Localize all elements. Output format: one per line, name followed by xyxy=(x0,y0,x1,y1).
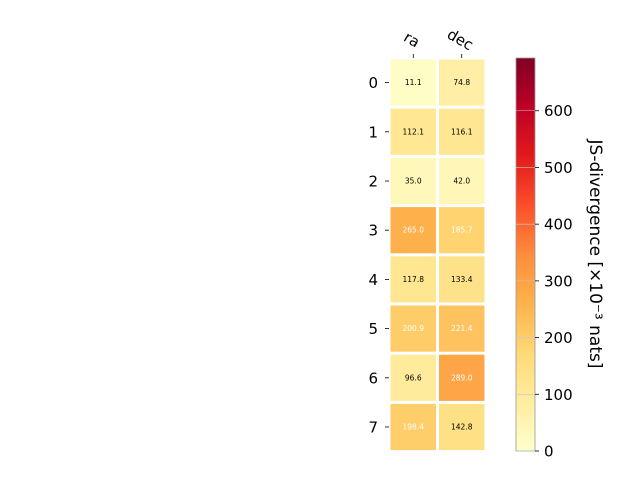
cell-value-label: 198.4 xyxy=(403,423,425,432)
cell-value-label: 42.0 xyxy=(453,177,470,186)
x-tick-label: dec xyxy=(444,25,476,54)
cell-value-label: 221.4 xyxy=(451,324,473,333)
colorbar-label: JS-divergence [×10⁻³ nats] xyxy=(585,139,605,369)
colorbar-gradient xyxy=(515,57,536,452)
cell-value-label: 142.8 xyxy=(451,423,473,432)
colorbar-tick-label: 600 xyxy=(544,102,573,120)
cell-value-label: 265.0 xyxy=(403,226,425,235)
heatmap-cell xyxy=(390,354,436,401)
y-tick-label: 0 xyxy=(368,74,378,92)
heatmap-grid: 11.1 74.8 112.1 116.1 35.0 42.0 265.0 185.7 117.… xyxy=(390,59,485,451)
colorbar-ticks: 0 100 200 300 400 500 600 xyxy=(516,102,573,461)
cell-value-label: 11.1 xyxy=(405,78,422,87)
cell-value-label: 117.8 xyxy=(403,275,425,284)
heatmap-cell xyxy=(439,256,485,303)
cell-value-label: 200.9 xyxy=(403,324,425,333)
heatmap-cell xyxy=(439,59,485,106)
heatmap-cell xyxy=(390,403,436,451)
colorbar-tick-label: 0 xyxy=(544,443,554,461)
heatmap-cell xyxy=(390,256,436,303)
cell-value-label: 185.7 xyxy=(451,226,473,235)
cell-value-label: 74.8 xyxy=(453,78,470,87)
y-tick-label: 6 xyxy=(368,369,378,387)
heatmap-cell xyxy=(390,59,436,106)
heatmap-cell xyxy=(439,108,485,155)
y-tick-label: 2 xyxy=(368,173,378,191)
heatmap-cell xyxy=(439,354,485,401)
y-tick-label: 1 xyxy=(368,123,378,141)
heatmap-cell xyxy=(390,305,436,352)
heatmap-cell xyxy=(439,207,485,254)
heatmap-cell xyxy=(439,403,485,451)
cell-value-label: 35.0 xyxy=(405,177,422,186)
heatmap-cell xyxy=(390,157,436,205)
heatmap-cell xyxy=(390,207,436,254)
heatmap-cell xyxy=(439,157,485,205)
colorbar-tick-label: 400 xyxy=(544,216,573,234)
colorbar-tick-label: 500 xyxy=(544,159,573,177)
cell-value-label: 96.6 xyxy=(405,373,422,382)
heatmap-cell xyxy=(390,108,436,155)
cell-value-label: 116.1 xyxy=(451,127,473,136)
x-axis: ra dec xyxy=(401,25,476,58)
cell-value-label: 133.4 xyxy=(451,275,473,284)
cell-value-label: 112.1 xyxy=(403,127,425,136)
y-axis: 0 1 2 3 4 5 6 7 xyxy=(368,74,389,437)
colorbar-tick-label: 100 xyxy=(544,386,573,404)
colorbar-tick-label: 200 xyxy=(544,329,573,347)
heatmap-cell xyxy=(439,305,485,352)
y-tick-label: 7 xyxy=(368,419,378,437)
y-tick-label: 5 xyxy=(368,320,378,338)
y-tick-label: 4 xyxy=(368,271,378,289)
x-tick-label: ra xyxy=(401,28,423,51)
colorbar xyxy=(515,57,536,452)
y-tick-label: 3 xyxy=(368,222,378,240)
cell-value-label: 289.0 xyxy=(451,373,473,382)
colorbar-tick-label: 300 xyxy=(544,272,573,290)
